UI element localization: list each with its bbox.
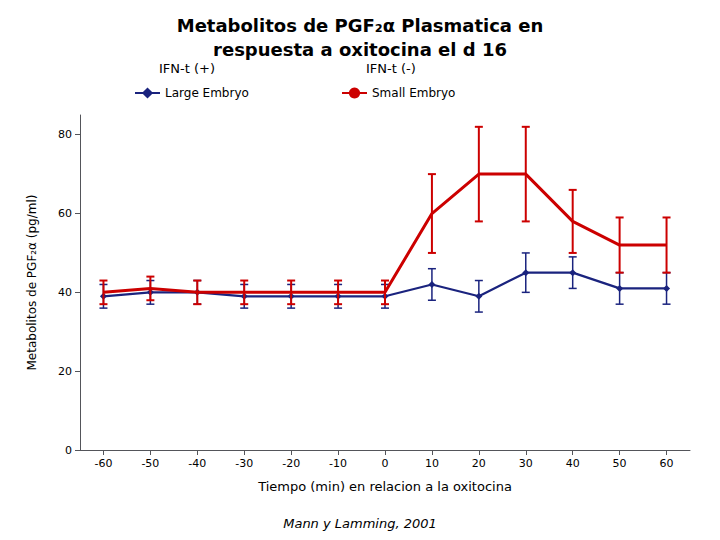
- svg-text:Mann y Lamming, 2001: Mann y Lamming, 2001: [283, 516, 437, 531]
- svg-text:-30: -30: [235, 457, 253, 470]
- svg-text:Tiempo (min) en relacion a la: Tiempo (min) en relacion a la oxitocina: [257, 479, 512, 494]
- svg-text:-20: -20: [282, 457, 300, 470]
- svg-text:80: 80: [58, 128, 72, 141]
- svg-text:40: 40: [58, 286, 72, 299]
- svg-text:10: 10: [425, 457, 439, 470]
- svg-text:20: 20: [472, 457, 486, 470]
- svg-text:respuesta a oxitocina el d 16: respuesta a oxitocina el d 16: [213, 39, 507, 60]
- svg-text:40: 40: [566, 457, 580, 470]
- svg-text:Metabolitos de PGF₂α Plasmatic: Metabolitos de PGF₂α Plasmatica en: [177, 15, 544, 36]
- svg-text:-40: -40: [188, 457, 206, 470]
- svg-text:Small Embryo: Small Embryo: [372, 86, 455, 100]
- svg-text:-10: -10: [329, 457, 347, 470]
- svg-text:IFN-t (-): IFN-t (-): [366, 61, 416, 76]
- svg-text:50: 50: [613, 457, 627, 470]
- svg-text:Metabolitos de PGF₂α (pg/ml): Metabolitos de PGF₂α (pg/ml): [25, 195, 39, 371]
- svg-text:IFN-t (+): IFN-t (+): [159, 61, 215, 76]
- svg-text:60: 60: [58, 207, 72, 220]
- svg-text:60: 60: [660, 457, 674, 470]
- svg-text:0: 0: [65, 444, 72, 457]
- svg-text:-60: -60: [94, 457, 112, 470]
- svg-text:30: 30: [519, 457, 533, 470]
- svg-text:20: 20: [58, 365, 72, 378]
- svg-text:Large Embryo: Large Embryo: [165, 86, 249, 100]
- svg-text:-50: -50: [141, 457, 159, 470]
- svg-text:0: 0: [382, 457, 389, 470]
